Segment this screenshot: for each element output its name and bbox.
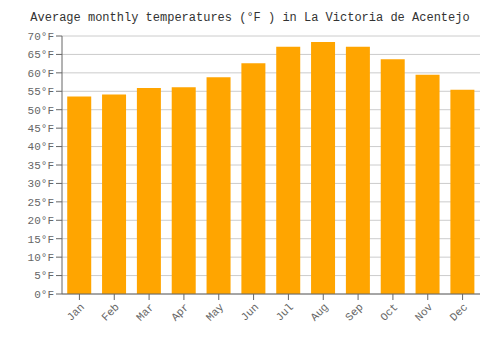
svg-text:Oct: Oct: [378, 301, 400, 323]
svg-text:Sep: Sep: [343, 301, 365, 323]
svg-text:Dec: Dec: [448, 301, 470, 323]
svg-text:50°F: 50°F: [28, 105, 54, 117]
svg-text:Jul: Jul: [274, 301, 296, 323]
svg-text:45°F: 45°F: [28, 123, 54, 135]
svg-text:Feb: Feb: [99, 301, 121, 323]
svg-text:Mar: Mar: [134, 301, 156, 323]
svg-text:5°F: 5°F: [34, 270, 54, 282]
svg-text:Jan: Jan: [65, 301, 87, 323]
svg-text:Apr: Apr: [169, 301, 191, 323]
svg-text:Nov: Nov: [413, 301, 436, 324]
svg-text:Aug: Aug: [308, 301, 330, 323]
svg-text:65°F: 65°F: [28, 49, 54, 61]
svg-text:40°F: 40°F: [28, 141, 54, 153]
svg-text:70°F: 70°F: [28, 31, 54, 43]
svg-text:10°F: 10°F: [28, 252, 54, 264]
html-text:Average monthly temperatures (: Average monthly temperatures (°F ) in La…: [30, 11, 470, 25]
svg-text:Jun: Jun: [239, 301, 261, 323]
svg-text:20°F: 20°F: [28, 215, 54, 227]
svg-text:30°F: 30°F: [28, 178, 54, 190]
svg-text:15°F: 15°F: [28, 234, 54, 246]
svg-text:35°F: 35°F: [28, 160, 54, 172]
svg-text:55°F: 55°F: [28, 86, 54, 98]
svg-text:May: May: [204, 301, 227, 324]
svg-text:25°F: 25°F: [28, 197, 54, 209]
svg-text:0°F: 0°F: [34, 289, 54, 301]
svg-text:60°F: 60°F: [28, 68, 54, 80]
